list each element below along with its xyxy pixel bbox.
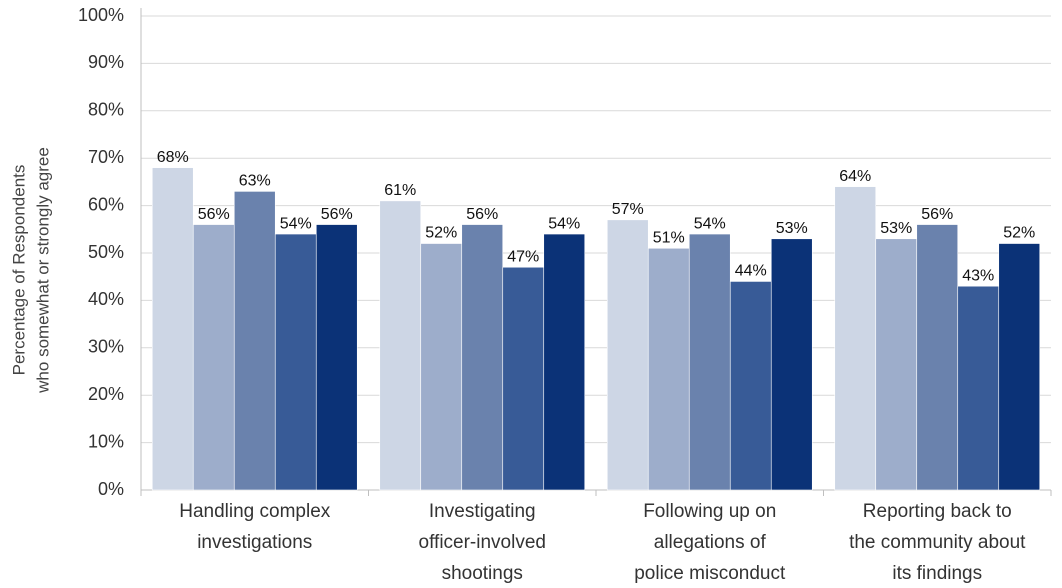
x-tick-label: shootings	[442, 563, 523, 584]
bar	[543, 233, 586, 491]
data-label: 56%	[466, 206, 498, 223]
data-label: 51%	[653, 229, 685, 246]
data-label: 54%	[280, 215, 312, 232]
x-tick-label: police misconduct	[634, 563, 786, 584]
x-tick-label: officer-involved	[419, 532, 546, 553]
y-tick-label: 50%	[88, 242, 124, 262]
data-label: 63%	[239, 173, 271, 190]
data-label: 52%	[1003, 225, 1035, 242]
data-label: 54%	[694, 215, 726, 232]
y-tick-label: 90%	[88, 52, 124, 72]
data-label: 68%	[157, 149, 189, 166]
y-tick-label: 100%	[78, 5, 124, 25]
bar	[461, 224, 504, 491]
bar	[420, 243, 463, 491]
data-label: 56%	[921, 206, 953, 223]
y-tick-label: 80%	[88, 100, 124, 120]
y-tick-label: 20%	[88, 384, 124, 404]
bar	[957, 285, 1000, 491]
data-label: 54%	[548, 215, 580, 232]
data-label: 52%	[425, 225, 457, 242]
x-tick-label: investigations	[197, 532, 312, 553]
bar	[192, 224, 235, 491]
x-tick-label: allegations of	[654, 532, 767, 553]
x-tick-label: Investigating	[429, 501, 536, 522]
x-tick-label: the community about	[849, 532, 1026, 553]
data-label: 53%	[776, 220, 808, 237]
bar	[729, 281, 772, 491]
data-label: 53%	[880, 220, 912, 237]
bar	[875, 238, 918, 491]
bar	[688, 233, 731, 491]
bar	[151, 167, 194, 491]
x-tick-label: Reporting back to	[863, 501, 1012, 522]
bar	[274, 233, 317, 491]
bar	[998, 243, 1041, 491]
bar	[834, 186, 877, 491]
data-label: 47%	[507, 248, 539, 265]
bar	[647, 247, 690, 491]
x-tick-label: Handling complex	[179, 501, 331, 522]
data-label: 61%	[384, 182, 416, 199]
x-tick-label: its findings	[892, 563, 982, 584]
bar	[606, 219, 649, 491]
data-label: 43%	[962, 267, 994, 284]
y-tick-label: 70%	[88, 147, 124, 167]
x-tick-label: Following up on	[643, 501, 776, 522]
data-label: 56%	[198, 206, 230, 223]
data-label: 64%	[839, 168, 871, 185]
y-tick-label: 30%	[88, 337, 124, 357]
y-axis-label: Percentage of Respondents	[9, 165, 28, 376]
data-label: 56%	[321, 206, 353, 223]
y-tick-label: 60%	[88, 194, 124, 214]
data-label: 57%	[612, 201, 644, 218]
y-tick-label: 40%	[88, 289, 124, 309]
y-axis-label: who somewhat or strongly agree	[33, 147, 52, 394]
y-tick-label: 0%	[98, 479, 124, 499]
bar	[770, 238, 813, 491]
bar	[379, 200, 422, 491]
bar	[502, 266, 545, 491]
bar	[233, 191, 276, 491]
bar	[916, 224, 959, 491]
y-tick-label: 10%	[88, 431, 124, 451]
bar	[315, 224, 358, 491]
data-label: 44%	[735, 263, 767, 280]
